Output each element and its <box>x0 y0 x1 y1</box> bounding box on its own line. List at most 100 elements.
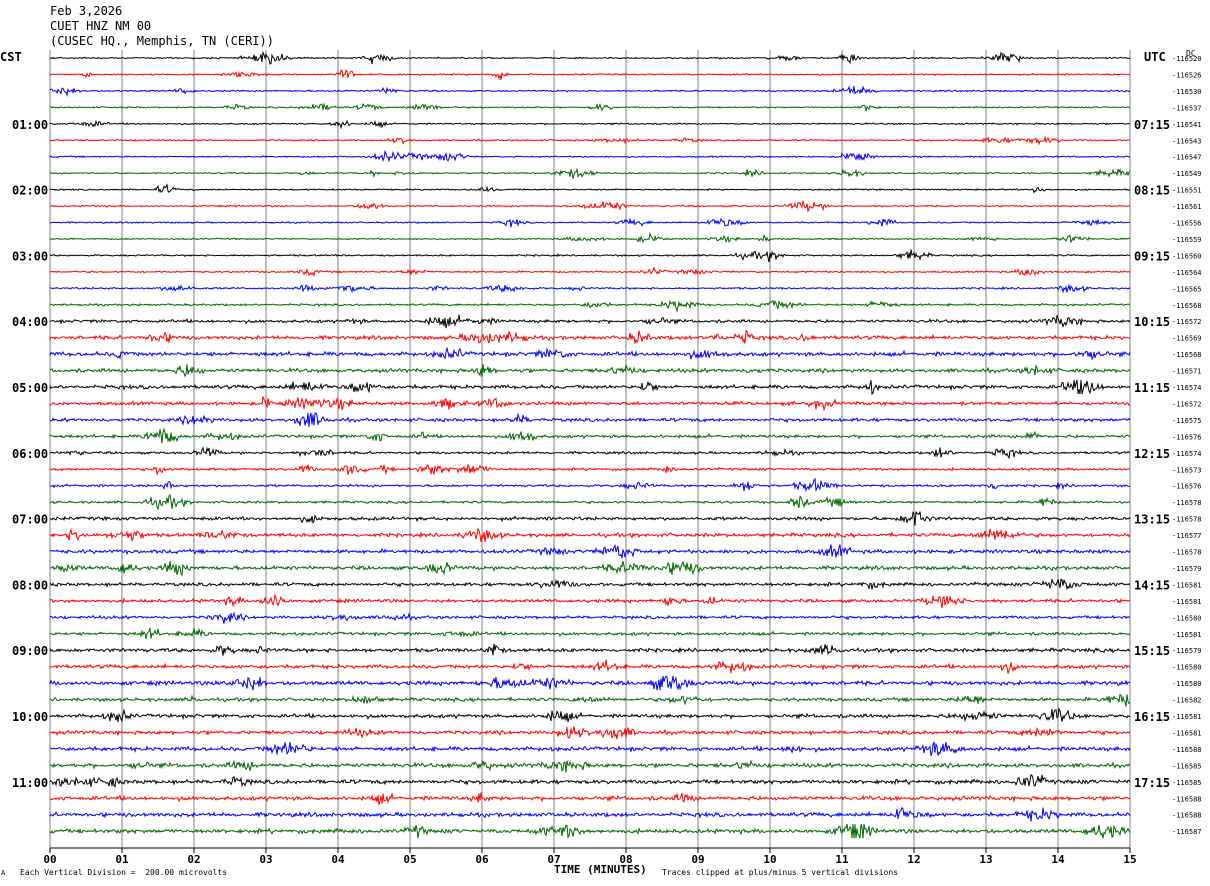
dc-offset-label: -116581 <box>1172 713 1202 721</box>
seismic-trace <box>49 102 1131 112</box>
seismic-trace <box>49 759 1131 773</box>
left-hour-label: 10:00 <box>12 710 48 724</box>
x-tick-label: 08 <box>619 853 632 866</box>
right-hour-label: 15:15 <box>1134 644 1170 658</box>
seismic-trace <box>49 299 1131 313</box>
seismic-trace <box>49 643 1131 656</box>
dc-offset-labels: -116520 -116526 -116530 -116537 -116541 -1165… <box>1172 55 1202 836</box>
dc-offset-label: -116581 <box>1172 631 1202 639</box>
x-tick-label: 00 <box>43 853 56 866</box>
left-hour-label: 04:00 <box>12 315 48 329</box>
seismic-trace <box>49 792 1131 805</box>
dc-offset-label: -116530 <box>1172 88 1202 96</box>
x-tick-label: 03 <box>259 853 272 866</box>
right-hour-label: 07:15 <box>1134 118 1170 132</box>
dc-offset-label: -116587 <box>1172 828 1202 836</box>
station-label: CUET HNZ NM 00 <box>50 19 152 33</box>
seismic-trace <box>49 707 1131 723</box>
right-timezone-label: UTC <box>1144 50 1166 64</box>
seismic-trace <box>49 544 1131 559</box>
dc-offset-label: -116580 <box>1172 664 1202 672</box>
seismic-trace <box>49 249 1130 263</box>
x-tick-label: 10 <box>763 853 776 866</box>
left-hour-label: 11:00 <box>12 776 48 790</box>
x-tick-label: 13 <box>979 853 992 866</box>
right-hour-label: 09:15 <box>1134 249 1170 263</box>
dc-offset-label: -116574 <box>1172 384 1202 392</box>
seismic-trace <box>49 741 1131 757</box>
x-tick-label: 15 <box>1123 853 1136 866</box>
seismic-trace <box>49 823 1131 839</box>
dc-offset-label: -116541 <box>1172 121 1202 129</box>
seismic-trace <box>49 659 1131 674</box>
scale-note: Each Vertical Division = 200.00 microvol… <box>20 868 228 877</box>
seismic-trace <box>49 329 1131 344</box>
seismic-trace <box>49 511 1131 526</box>
left-hour-label: 06:00 <box>12 447 48 461</box>
x-axis-title: TIME (MINUTES) <box>554 863 647 876</box>
dc-offset-label: -116579 <box>1172 565 1202 573</box>
x-tick-label: 07 <box>547 853 560 866</box>
right-hour-label: 12:15 <box>1134 447 1170 461</box>
dc-offset-label: -116588 <box>1172 746 1202 754</box>
dc-offset-label: -116543 <box>1172 137 1202 145</box>
x-tick-label: 05 <box>403 853 416 866</box>
seismic-trace <box>49 578 1131 591</box>
left-hour-label: 08:00 <box>12 578 48 592</box>
seismic-trace <box>49 494 1131 511</box>
clip-note: Traces clipped at plus/minus 5 vertical … <box>662 868 899 877</box>
right-hour-label: 10:15 <box>1134 315 1170 329</box>
dc-offset-label: -116585 <box>1172 779 1202 787</box>
left-hour-label: 07:00 <box>12 513 48 527</box>
left-hour-label: 02:00 <box>12 184 48 198</box>
x-tick-label: 14 <box>1051 853 1065 866</box>
x-tick-label: 02 <box>187 853 200 866</box>
seismic-trace <box>49 806 1131 822</box>
dc-offset-label: -116569 <box>1172 335 1202 343</box>
dc-offset-label: -116578 <box>1172 499 1202 507</box>
dc-offset-label: -116580 <box>1172 614 1202 622</box>
dc-offset-label: -116568 <box>1172 302 1202 310</box>
seismic-trace <box>49 627 1131 639</box>
dc-offset-label: -116574 <box>1172 450 1202 458</box>
seismic-trace <box>49 611 1131 624</box>
seismic-trace <box>49 346 1131 361</box>
seismic-trace <box>49 593 1131 608</box>
seismic-trace <box>49 412 1131 427</box>
dc-offset-label: -116576 <box>1172 433 1202 441</box>
right-hour-label: 13:15 <box>1134 513 1170 527</box>
seismic-trace <box>49 119 1131 130</box>
seismic-trace <box>49 50 1131 65</box>
minute-gridlines <box>49 50 1131 848</box>
location-label: (CUSEC HQ., Memphis, TN (CERI)) <box>50 34 274 48</box>
dc-offset-label: -116556 <box>1172 220 1202 228</box>
seismic-trace <box>49 446 1131 460</box>
seismic-trace <box>49 364 1131 378</box>
dc-offset-label: -116581 <box>1172 581 1202 589</box>
x-tick-label: 04 <box>331 853 345 866</box>
dc-offset-label: -116560 <box>1172 252 1202 260</box>
left-hour-label: 09:00 <box>12 644 48 658</box>
right-hour-label: 17:15 <box>1134 776 1170 790</box>
seismic-trace <box>49 379 1131 396</box>
dc-offset-label: -116585 <box>1172 762 1202 770</box>
seismic-trace <box>49 200 1131 213</box>
right-hour-label: 11:15 <box>1134 381 1170 395</box>
dc-offset-label: -116565 <box>1172 285 1202 293</box>
seismic-trace <box>49 85 1131 98</box>
right-hour-label: 08:15 <box>1134 184 1170 198</box>
time-axis: 00 01 02 03 04 05 06 07 08 09 10 11 12 13 14 15 01:00 02:… <box>12 118 1170 866</box>
dc-label: DC <box>1186 49 1196 58</box>
dc-offset-label: -116549 <box>1172 170 1202 178</box>
seismic-trace <box>49 231 1131 244</box>
right-hour-label: 14:15 <box>1134 578 1170 592</box>
dc-offset-label: -116537 <box>1172 104 1202 112</box>
seismic-trace <box>49 217 1131 228</box>
seismic-trace <box>49 135 1131 146</box>
dc-offset-label: -116575 <box>1172 417 1202 425</box>
seismic-trace <box>49 726 1131 740</box>
right-hour-label: 16:15 <box>1134 710 1170 724</box>
dc-offset-label: -116559 <box>1172 236 1202 244</box>
seismic-trace <box>50 477 1131 493</box>
